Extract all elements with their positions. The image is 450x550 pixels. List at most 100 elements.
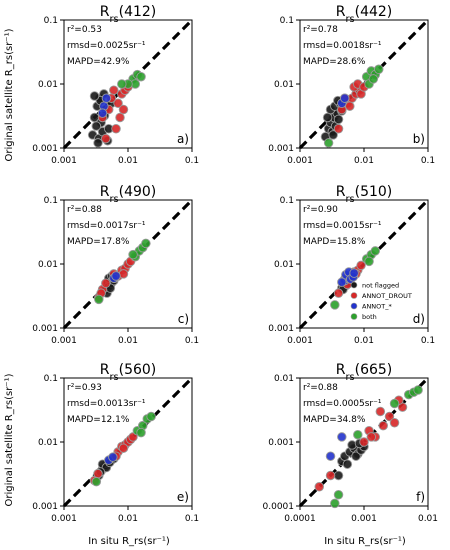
x-tick-label: 0.001 xyxy=(351,514,377,524)
x-tick-label: 0.1 xyxy=(185,156,199,166)
point-both xyxy=(91,476,102,487)
x-tick-label: 0.001 xyxy=(287,156,313,166)
legend-marker xyxy=(350,313,358,320)
x-axis-label-right: In situ R_rs(sr⁻¹) xyxy=(324,536,406,547)
stat-line: r²=0.88 xyxy=(303,383,338,393)
y-tick-label: 0.001 xyxy=(268,324,294,334)
point-both xyxy=(333,489,344,500)
panel-e: 0.001 0.01 0.1 0.001 0.01 0.1 Rrs(560)r²=0.93 r… xyxy=(32,362,199,524)
point-annot xyxy=(339,93,350,103)
y-tick-label: 0.001 xyxy=(32,324,58,334)
x-tick-label: 0.01 xyxy=(118,336,138,346)
x-tick-label: 0.1 xyxy=(421,336,435,346)
stat-line: r²=0.90 xyxy=(303,205,338,215)
point-both xyxy=(330,498,340,509)
panel-letter: a) xyxy=(177,132,189,146)
y-axis-label-top: Original satellite R_rs(sr⁻¹) xyxy=(4,28,15,161)
y-tick-label: 0.001 xyxy=(32,502,58,512)
legend-marker xyxy=(350,292,358,299)
point-not-flagged xyxy=(328,130,338,140)
y-tick-label: 0.01 xyxy=(274,374,294,384)
point-annot-drout xyxy=(333,288,344,298)
stat-line: rmsd=0.0025sr⁻¹ xyxy=(67,41,146,51)
point-annot-drout xyxy=(111,123,121,134)
panel-c: 0.001 0.01 0.1 0.001 0.01 0.1 Rrs(490)r²=0.88 r… xyxy=(32,184,199,346)
y-tick-label: 0.1 xyxy=(280,196,294,206)
stat-line: rmsd=0.0005sr⁻¹ xyxy=(303,399,382,409)
point-annot-drout xyxy=(325,470,336,481)
stat-line: MAPD=42.9% xyxy=(67,57,130,67)
panel-a: 0.001 0.01 0.1 0.001 0.01 0.1 Rrs(412)r²=0.53 r… xyxy=(32,4,199,166)
legend-marker xyxy=(350,302,358,310)
y-tick-label: 0.1 xyxy=(44,16,58,26)
stat-line: rmsd=0.0017sr⁻¹ xyxy=(67,221,146,231)
y-tick-label: 0.01 xyxy=(38,438,58,448)
point-annot-drout xyxy=(93,468,103,479)
panel-f: 0.0001 0.001 0.01 0.0001 0.001 0.01 Rrs(665)r²… xyxy=(263,362,439,524)
y-axis-label-bottom: Original satellite R_rs(sr⁻¹) xyxy=(4,373,15,506)
point-both xyxy=(146,411,156,422)
panel-letter: c) xyxy=(178,312,189,326)
panel-title: Rrs(665) xyxy=(336,362,393,383)
point-annot-drout xyxy=(101,278,111,289)
point-both xyxy=(136,71,146,82)
y-tick-label: 0.1 xyxy=(44,374,58,384)
x-tick-label: 0.01 xyxy=(118,156,138,166)
stat-line: MAPD=12.1% xyxy=(67,415,130,425)
point-annot xyxy=(101,93,112,103)
point-both xyxy=(368,74,379,84)
y-tick-label: 0.1 xyxy=(44,196,58,206)
panel-letter: d) xyxy=(413,312,425,326)
x-tick-label: 0.0001 xyxy=(284,514,316,524)
x-tick-label: 0.01 xyxy=(118,514,138,524)
y-tick-label: 0.001 xyxy=(268,438,294,448)
point-not-flagged xyxy=(351,451,361,461)
stat-line: MAPD=17.8% xyxy=(67,237,130,247)
point-annot-drout xyxy=(389,417,400,428)
point-annot-drout xyxy=(118,443,129,453)
panel-title: Rrs(490) xyxy=(100,184,157,205)
point-both xyxy=(330,300,340,310)
stat-line: r²=0.78 xyxy=(303,25,338,35)
x-tick-label: 0.001 xyxy=(51,336,77,346)
x-tick-label: 0.01 xyxy=(354,156,374,166)
stat-line: r²=0.88 xyxy=(67,205,102,215)
x-tick-label: 0.001 xyxy=(51,514,77,524)
point-both xyxy=(370,246,381,256)
point-annot-drout xyxy=(356,260,366,271)
point-annot-drout xyxy=(333,123,344,134)
legend-label: ANNOT_* xyxy=(362,303,393,311)
point-annot-drout xyxy=(375,406,386,417)
point-annot-drout xyxy=(366,432,377,442)
point-annot xyxy=(337,277,347,287)
point-both xyxy=(364,256,374,267)
legend: not flagged ANNOT_DROUT ANNOT_*both xyxy=(350,282,412,321)
y-tick-label: 0.0001 xyxy=(263,502,295,512)
point-annot xyxy=(97,108,108,118)
point-both xyxy=(353,429,363,440)
point-annot-drout xyxy=(359,437,369,447)
panel-title: Rrs(510) xyxy=(336,184,393,205)
point-not-flagged xyxy=(91,121,102,131)
panel-b: 0.001 0.01 0.1 0.001 0.01 0.1 Rrs(442)r²=0.78 r… xyxy=(268,4,435,166)
point-not-flagged xyxy=(93,138,103,148)
legend-label: ANNOT_DROUT xyxy=(362,292,412,300)
x-tick-label: 0.001 xyxy=(287,336,313,346)
point-annot-drout xyxy=(378,420,389,431)
point-annot xyxy=(325,451,336,461)
point-annot-drout xyxy=(314,481,325,492)
x-tick-label: 0.01 xyxy=(354,336,374,346)
panel-title: Rrs(560) xyxy=(100,362,157,383)
point-both xyxy=(323,138,334,148)
legend-label: not flagged xyxy=(362,282,399,290)
stat-line: rmsd=0.0013sr⁻¹ xyxy=(67,399,146,409)
panel-title: Rrs(412) xyxy=(100,4,157,25)
point-both xyxy=(128,249,138,260)
point-not-flagged xyxy=(342,459,353,469)
point-not-flagged xyxy=(322,112,333,123)
panel-letter: e) xyxy=(177,490,189,504)
panel-title: Rrs(442) xyxy=(336,4,393,25)
point-annot-drout xyxy=(113,98,123,109)
panel-letter: f) xyxy=(416,490,425,504)
point-not-flagged xyxy=(333,114,344,125)
